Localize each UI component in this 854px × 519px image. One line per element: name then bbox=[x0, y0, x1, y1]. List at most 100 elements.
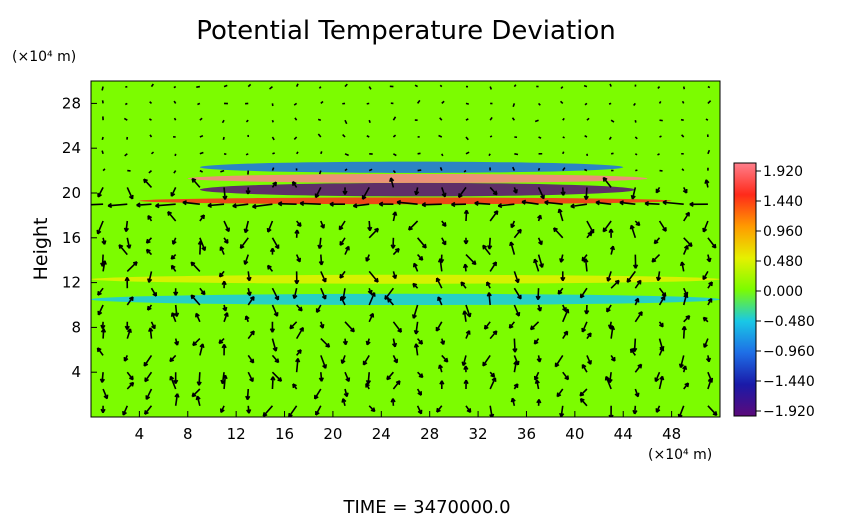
wind-arrow bbox=[190, 261, 201, 272]
wind-arrow bbox=[126, 381, 135, 390]
wind-arrow bbox=[173, 85, 177, 89]
wind-arrow bbox=[533, 258, 540, 272]
wind-arrow bbox=[126, 261, 138, 272]
wind-arrow bbox=[199, 237, 207, 252]
wind-arrow bbox=[171, 237, 177, 245]
wind-arrow bbox=[584, 168, 588, 172]
wind-arrow bbox=[441, 187, 447, 198]
wind-arrow bbox=[100, 405, 106, 414]
wind-arrow bbox=[196, 372, 202, 386]
wind-arrow bbox=[365, 254, 371, 262]
wind-arrow bbox=[125, 85, 128, 88]
wind-arrow bbox=[222, 136, 225, 140]
wind-arrow bbox=[659, 135, 662, 138]
wind-arrow bbox=[487, 237, 493, 250]
y-tick-label: 4 bbox=[71, 363, 81, 381]
wind-arrow bbox=[293, 136, 298, 140]
wind-arrow bbox=[341, 398, 347, 407]
wind-arrow bbox=[436, 405, 443, 413]
wind-arrow bbox=[329, 201, 346, 207]
wind-arrow bbox=[417, 254, 424, 261]
wind-arrow bbox=[107, 202, 128, 209]
wind-arrow bbox=[365, 338, 371, 346]
wind-arrow bbox=[247, 371, 254, 383]
wind-arrow bbox=[508, 321, 515, 329]
wind-arrow bbox=[629, 224, 637, 239]
wind-arrow bbox=[465, 330, 471, 339]
wind-arrow bbox=[537, 214, 542, 222]
wind-arrow bbox=[344, 83, 348, 88]
wind-arrow bbox=[262, 405, 274, 417]
wind-arrow bbox=[604, 375, 612, 390]
x-tick-label: 32 bbox=[469, 425, 488, 443]
wind-arrow bbox=[465, 254, 477, 266]
wind-arrow bbox=[534, 379, 540, 390]
wind-arrow bbox=[344, 371, 351, 383]
wind-arrow bbox=[513, 383, 519, 390]
wind-arrow bbox=[392, 355, 399, 364]
wind-arrow bbox=[247, 83, 252, 88]
wind-arrow bbox=[277, 201, 297, 207]
wind-arrow bbox=[392, 271, 398, 280]
wind-arrow bbox=[247, 330, 255, 340]
wind-arrow bbox=[414, 84, 418, 88]
y-axis-ticks: 4 8 12 16 20 24 28 bbox=[62, 94, 97, 381]
wind-arrow bbox=[219, 246, 225, 255]
wind-arrow bbox=[220, 372, 226, 385]
wind-arrow bbox=[97, 304, 104, 316]
wind-arrow bbox=[439, 167, 443, 171]
wind-arrow bbox=[352, 203, 370, 209]
time-label: TIME = 3470000.0 bbox=[342, 497, 510, 518]
wind-arrow bbox=[651, 254, 661, 263]
deviation-band-2 bbox=[139, 197, 672, 205]
wind-arrow bbox=[340, 355, 346, 365]
wind-arrow bbox=[271, 338, 278, 352]
wind-arrow bbox=[602, 176, 612, 188]
wind-arrow bbox=[292, 288, 298, 300]
wind-arrow bbox=[293, 102, 298, 106]
wind-arrow bbox=[562, 371, 570, 381]
wind-arrow bbox=[610, 354, 616, 362]
deviation-band-3 bbox=[199, 161, 624, 173]
wind-arrow bbox=[662, 199, 684, 206]
wind-arrow bbox=[296, 304, 303, 312]
y-tick-label: 12 bbox=[62, 274, 81, 292]
wind-arrow bbox=[221, 343, 227, 356]
wind-arrow bbox=[318, 86, 322, 89]
wind-arrow bbox=[489, 405, 495, 417]
wind-arrow bbox=[707, 371, 714, 383]
wind-arrow bbox=[315, 304, 322, 313]
wind-arrow bbox=[317, 237, 323, 250]
wind-arrow bbox=[296, 349, 302, 356]
wind-arrow bbox=[482, 244, 491, 256]
wind-arrow bbox=[123, 220, 130, 233]
wind-arrow bbox=[679, 261, 686, 272]
wind-arrow bbox=[313, 388, 322, 400]
wind-arrow bbox=[344, 168, 348, 172]
wind-arrow bbox=[584, 102, 588, 106]
wind-arrow bbox=[246, 271, 252, 282]
wind-arrow bbox=[338, 220, 346, 231]
wind-arrow bbox=[654, 371, 661, 383]
wind-arrow bbox=[343, 388, 349, 398]
wind-arrow bbox=[392, 170, 396, 174]
colorbar-ticks: 1.920 1.440 0.960 0.480 0.000 −0.480 −0.960 −1.… bbox=[756, 164, 815, 420]
wind-arrow bbox=[556, 388, 564, 398]
colorbar-tick-label: 1.440 bbox=[763, 194, 803, 210]
y-tick-label: 24 bbox=[62, 139, 81, 157]
wind-arrow bbox=[683, 211, 690, 222]
wind-arrow bbox=[295, 254, 302, 263]
wind-arrow bbox=[706, 254, 712, 263]
wind-arrow bbox=[537, 254, 544, 268]
wind-arrow bbox=[341, 288, 347, 301]
wind-arrow bbox=[136, 202, 152, 208]
wind-arrow bbox=[707, 149, 711, 155]
wind-arrow bbox=[408, 220, 419, 231]
wind-arrow bbox=[173, 304, 180, 317]
wind-arrow bbox=[586, 355, 592, 365]
wind-arrow bbox=[489, 117, 493, 121]
wind-arrow bbox=[483, 321, 491, 330]
wind-arrow bbox=[223, 312, 229, 323]
wind-arrow bbox=[191, 177, 201, 188]
plot-frame bbox=[90, 80, 721, 418]
